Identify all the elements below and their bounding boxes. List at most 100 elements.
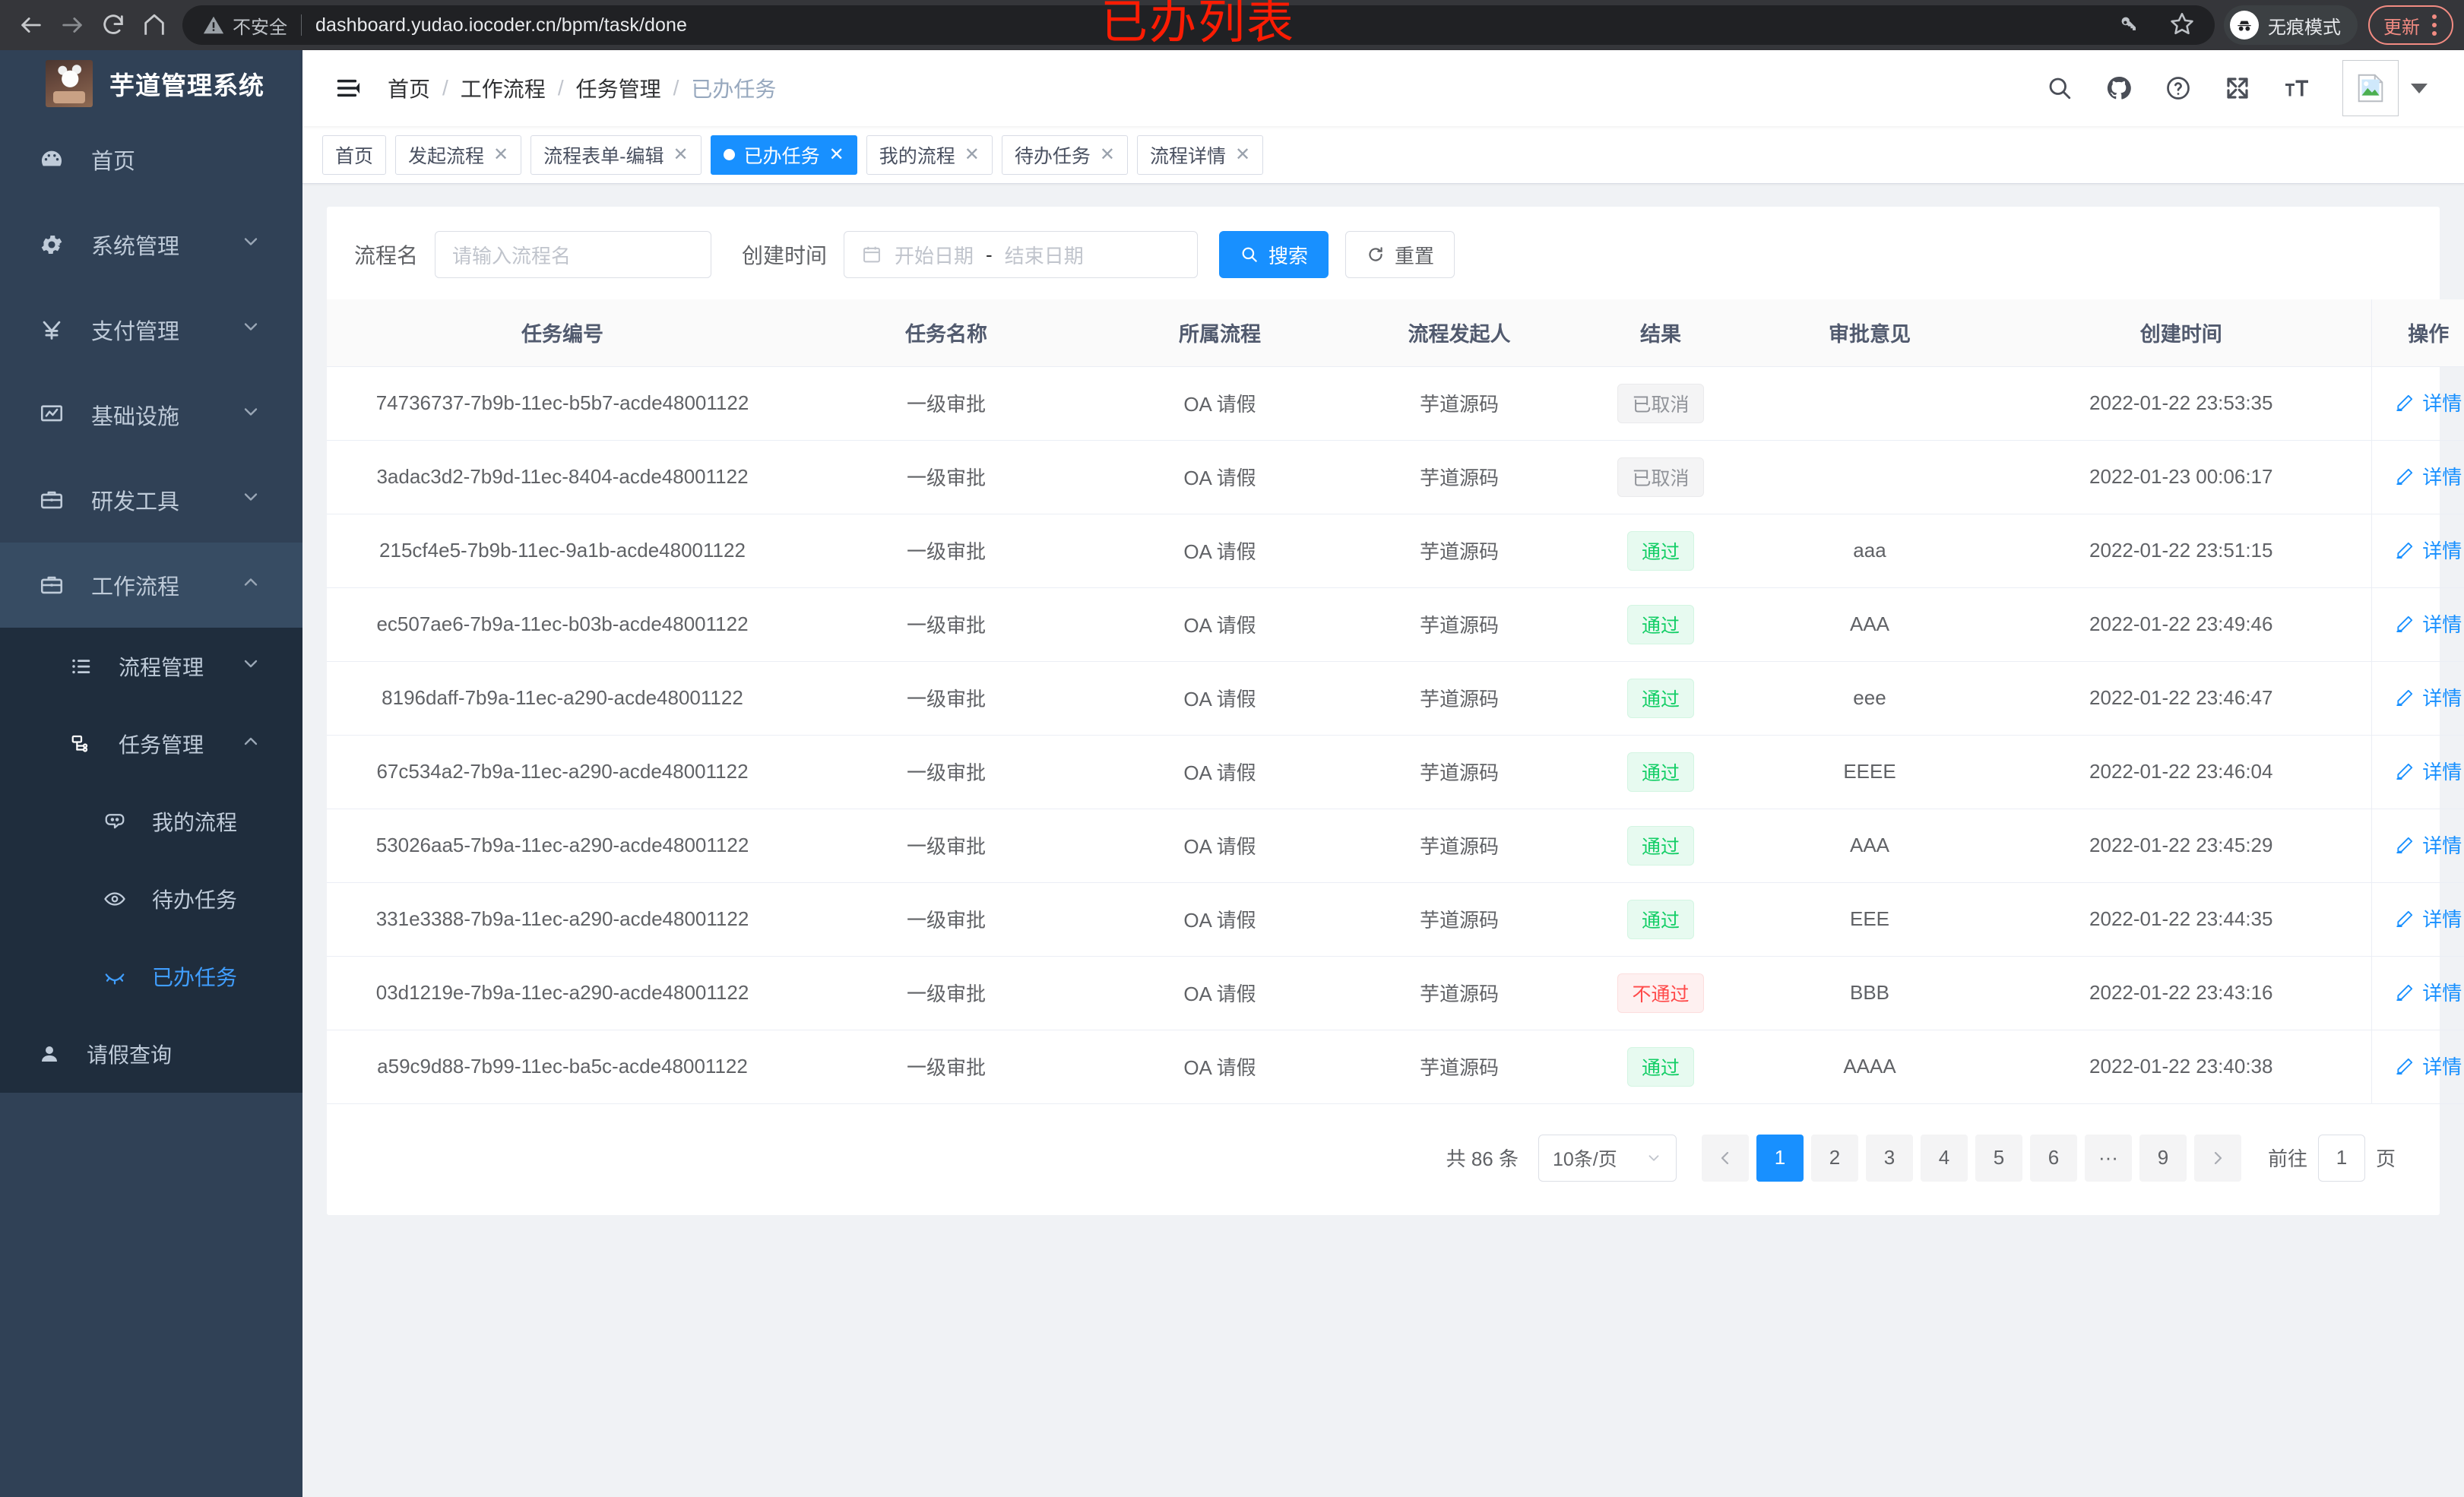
tabs-bar: 首页 发起流程 ✕ 流程表单-编辑 ✕ 已办任务 ✕ 我的流程 ✕ 待办任务 ✕… — [302, 126, 2464, 184]
pagination-page-2[interactable]: 2 — [1810, 1134, 1858, 1182]
sidebar-item-leave-query[interactable]: 请假查询 — [0, 1015, 302, 1093]
breadcrumb-item-task-management[interactable]: 任务管理 — [575, 78, 661, 101]
chevron-down-icon[interactable] — [2411, 83, 2428, 93]
sidebar-item-devtools[interactable]: 研发工具 — [0, 457, 302, 543]
font-size-icon[interactable] — [2283, 74, 2310, 102]
kebab-menu-icon[interactable] — [2424, 14, 2444, 36]
help-circle-icon[interactable] — [2165, 74, 2192, 102]
back-arrow-icon[interactable] — [11, 5, 52, 46]
detail-link[interactable]: 详情 — [2395, 904, 2462, 932]
search-button[interactable]: 搜索 — [1219, 231, 1329, 278]
pagination-prev-button[interactable] — [1701, 1134, 1749, 1182]
flow-name-input[interactable]: 请输入流程名 — [435, 231, 712, 278]
tab-process-detail[interactable]: 流程详情 ✕ — [1136, 135, 1264, 175]
sidebar-item-infrastructure[interactable]: 基础设施 — [0, 372, 302, 457]
breadcrumb-item-home[interactable]: 首页 — [388, 78, 431, 101]
pagination-page-4[interactable]: 4 — [1920, 1134, 1968, 1182]
sidebar-item-task-management[interactable]: 任务管理 — [0, 705, 302, 783]
detail-link[interactable]: 详情 — [2395, 978, 2462, 1006]
forward-arrow-icon[interactable] — [52, 5, 93, 46]
pencil-icon — [2395, 540, 2415, 560]
detail-link[interactable]: 详情 — [2395, 1052, 2462, 1080]
pagination-page-5[interactable]: 5 — [1975, 1134, 2022, 1182]
close-icon[interactable]: ✕ — [1099, 144, 1115, 165]
cell-initiator: 芋道源码 — [1345, 882, 1573, 957]
sidebar-item-done-tasks[interactable]: 已办任务 — [0, 938, 302, 1015]
cell-task-name: 一级审批 — [798, 366, 1094, 441]
detail-link[interactable]: 详情 — [2395, 388, 2462, 416]
status-badge: 通过 — [1626, 1046, 1694, 1087]
tab-label: 首页 — [335, 145, 374, 167]
tab-process-form-edit[interactable]: 流程表单-编辑 ✕ — [530, 135, 702, 175]
pagination-pages: 1 2 3 4 5 6 ··· 9 — [1753, 1134, 2190, 1182]
cell-task-id: 215cf4e5-7b9b-11ec-9a1b-acde48001122 — [327, 514, 798, 588]
close-icon[interactable]: ✕ — [673, 144, 689, 165]
cell-result: 通过 — [1573, 587, 1748, 662]
page-size-select[interactable]: 10条/页 — [1538, 1134, 1677, 1182]
sidebar-item-todo-tasks[interactable]: 待办任务 — [0, 860, 302, 938]
pagination-page-1[interactable]: 1 — [1756, 1134, 1804, 1182]
tab-home[interactable]: 首页 — [322, 135, 387, 175]
incognito-indicator[interactable]: 无痕模式 — [2224, 5, 2358, 45]
home-icon[interactable] — [134, 5, 175, 46]
detail-link[interactable]: 详情 — [2395, 831, 2462, 859]
detail-link[interactable]: 详情 — [2395, 683, 2462, 711]
detail-link[interactable]: 详情 — [2395, 462, 2462, 490]
close-icon[interactable]: ✕ — [964, 144, 980, 165]
detail-link[interactable]: 详情 — [2395, 609, 2462, 638]
pagination-page-6[interactable]: 6 — [2029, 1134, 2077, 1182]
cell-task-id: 67c534a2-7b9a-11ec-a290-acde48001122 — [327, 735, 798, 809]
warning-triangle-icon — [203, 16, 224, 34]
reset-button[interactable]: 重置 — [1345, 231, 1455, 278]
search-icon[interactable] — [2046, 74, 2073, 102]
close-icon[interactable]: ✕ — [828, 144, 844, 165]
create-time-range-picker[interactable]: 开始日期 - 结束日期 — [844, 231, 1199, 278]
close-icon[interactable]: ✕ — [1234, 144, 1251, 165]
reload-icon[interactable] — [93, 5, 134, 46]
tab-label: 发起流程 — [408, 145, 485, 167]
tab-done-tasks[interactable]: 已办任务 ✕ — [710, 135, 857, 175]
eye-closed-icon — [97, 965, 132, 988]
sidebar-item-payment[interactable]: 支付管理 — [0, 287, 302, 372]
sidebar-item-system[interactable]: 系统管理 — [0, 202, 302, 287]
fullscreen-icon[interactable] — [2224, 74, 2251, 102]
jump-page-input[interactable]: 1 — [2317, 1134, 2365, 1182]
sidebar-item-label: 系统管理 — [91, 235, 180, 259]
pagination-page-9[interactable]: 9 — [2139, 1134, 2187, 1182]
update-label: 更新 — [2383, 17, 2420, 38]
breadcrumb-item-workflow[interactable]: 工作流程 — [460, 78, 546, 101]
address-bar[interactable]: 不安全 dashboard.yudao.iocoder.cn/bpm/task/… — [182, 5, 2215, 45]
sidebar-item-label: 已办任务 — [152, 966, 238, 989]
omnibox-divider — [301, 14, 302, 36]
sidebar-item-label: 待办任务 — [152, 888, 238, 912]
pagination-page-3[interactable]: 3 — [1865, 1134, 1913, 1182]
star-icon[interactable] — [2169, 11, 2195, 40]
date-start-placeholder: 开始日期 — [895, 244, 974, 267]
cell-operation: 详情 — [2371, 735, 2464, 809]
hamburger-icon[interactable] — [328, 68, 368, 108]
broken-image-icon — [2342, 60, 2399, 116]
sidebar-item-my-process[interactable]: 我的流程 — [0, 783, 302, 860]
sidebar-item-home[interactable]: 首页 — [0, 117, 302, 202]
detail-link[interactable]: 详情 — [2395, 757, 2462, 785]
sidebar-item-workflow[interactable]: 工作流程 — [0, 543, 302, 628]
pencil-icon — [2395, 835, 2415, 855]
tab-todo-tasks[interactable]: 待办任务 ✕ — [1001, 135, 1128, 175]
security-indicator[interactable]: 不安全 — [202, 12, 287, 39]
avatar[interactable] — [2342, 60, 2428, 116]
update-button[interactable]: 更新 — [2368, 5, 2453, 45]
key-icon[interactable] — [2119, 11, 2143, 40]
cell-result: 通过 — [1573, 809, 1748, 883]
pagination-next-button[interactable] — [2193, 1134, 2241, 1182]
brand[interactable]: 芋道管理系统 — [0, 50, 302, 117]
github-icon[interactable] — [2105, 74, 2133, 102]
pagination-total: 共 86 条 — [1446, 1147, 1519, 1170]
chevron-down-icon — [1645, 1150, 1662, 1166]
close-icon[interactable]: ✕ — [493, 144, 509, 165]
pagination-ellipsis[interactable]: ··· — [2084, 1134, 2132, 1182]
detail-link[interactable]: 详情 — [2395, 536, 2462, 564]
sidebar-item-process-management[interactable]: 流程管理 — [0, 628, 302, 705]
tab-start-process[interactable]: 发起流程 ✕ — [395, 135, 522, 175]
cell-initiator: 芋道源码 — [1345, 440, 1573, 514]
tab-my-process[interactable]: 我的流程 ✕ — [866, 135, 993, 175]
